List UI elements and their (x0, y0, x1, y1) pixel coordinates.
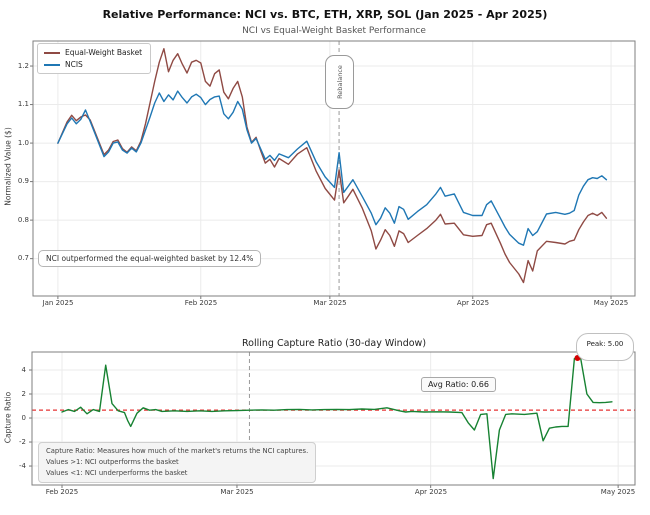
ncis-line (57, 90, 608, 246)
equal-weight-basket-line (57, 48, 608, 284)
bottom-xtick-may: May 2025 (600, 488, 636, 496)
bottom-xtick-mar: Mar 2025 (220, 488, 254, 496)
info-line-2: Values >1: NCI outperforms the basket (46, 457, 179, 466)
ncis-swatch (44, 63, 60, 66)
top-ytick-0.9: 0.9 (17, 177, 29, 185)
legend: Equal-Weight Basket NCIS (37, 43, 152, 74)
rebalance-label: Rebalance (335, 65, 344, 99)
top-ytick-1.2: 1.2 (17, 62, 29, 70)
legend-item-equal-weight: Equal-Weight Basket (44, 48, 142, 57)
equal-weight-label: Equal-Weight Basket (65, 48, 143, 57)
bottom-ytick--4: -4 (19, 462, 26, 470)
top-chart-title: NCI vs Equal-Weight Basket Performance (242, 26, 426, 36)
bottom-chart-title: Rolling Capture Ratio (30-day Window) (241, 338, 427, 349)
top-ytick-1.0: 1.0 (17, 139, 29, 147)
top-y-axis-label: Normalized Value ($) (3, 127, 13, 206)
capture-ratio-info-box: Capture Ratio: Measures how much of the … (38, 442, 317, 483)
top-ytick-0.7: 0.7 (17, 254, 29, 262)
top-xtick-may: May 2025 (593, 299, 629, 307)
avg-ratio-annotation: Avg Ratio: 0.66 (421, 377, 496, 392)
plot-border-bottom (31, 351, 636, 486)
capture-ratio-line (61, 357, 613, 480)
bottom-ytick-0: 0 (21, 414, 26, 422)
bottom-ytick--2: -2 (19, 438, 26, 446)
bottom-xtick-apr: Apr 2025 (414, 488, 448, 496)
top-xtick-jan: Jan 2025 (42, 299, 74, 307)
bottom-xtick-feb: Feb 2025 (45, 488, 79, 496)
top-xtick-mar: Mar 2025 (313, 299, 347, 307)
top-xtick-feb: Feb 2025 (184, 299, 218, 307)
top-xtick-apr: Apr 2025 (456, 299, 490, 307)
rebalance-label-box: Rebalance (325, 55, 354, 109)
equal-weight-swatch (44, 51, 60, 54)
top-ytick-1.1: 1.1 (17, 100, 29, 108)
top-ytick-0.8: 0.8 (17, 216, 29, 224)
peak-annotation: Peak: 5.00 (576, 333, 634, 361)
outperform-annotation: NCI outperformed the equal-weighted bask… (38, 250, 262, 267)
info-line-1: Capture Ratio: Measures how much of the … (46, 447, 309, 455)
legend-item-ncis: NCIS (44, 60, 142, 69)
bottom-ytick-2: 2 (21, 390, 26, 398)
plot-border-top (32, 40, 636, 297)
figure-title: Relative Performance: NCI vs. BTC, ETH, … (102, 8, 548, 21)
info-line-3: Values <1: NCI underperforms the basket (46, 468, 188, 477)
ncis-label: NCIS (65, 60, 83, 69)
bottom-ytick-4: 4 (21, 366, 26, 374)
